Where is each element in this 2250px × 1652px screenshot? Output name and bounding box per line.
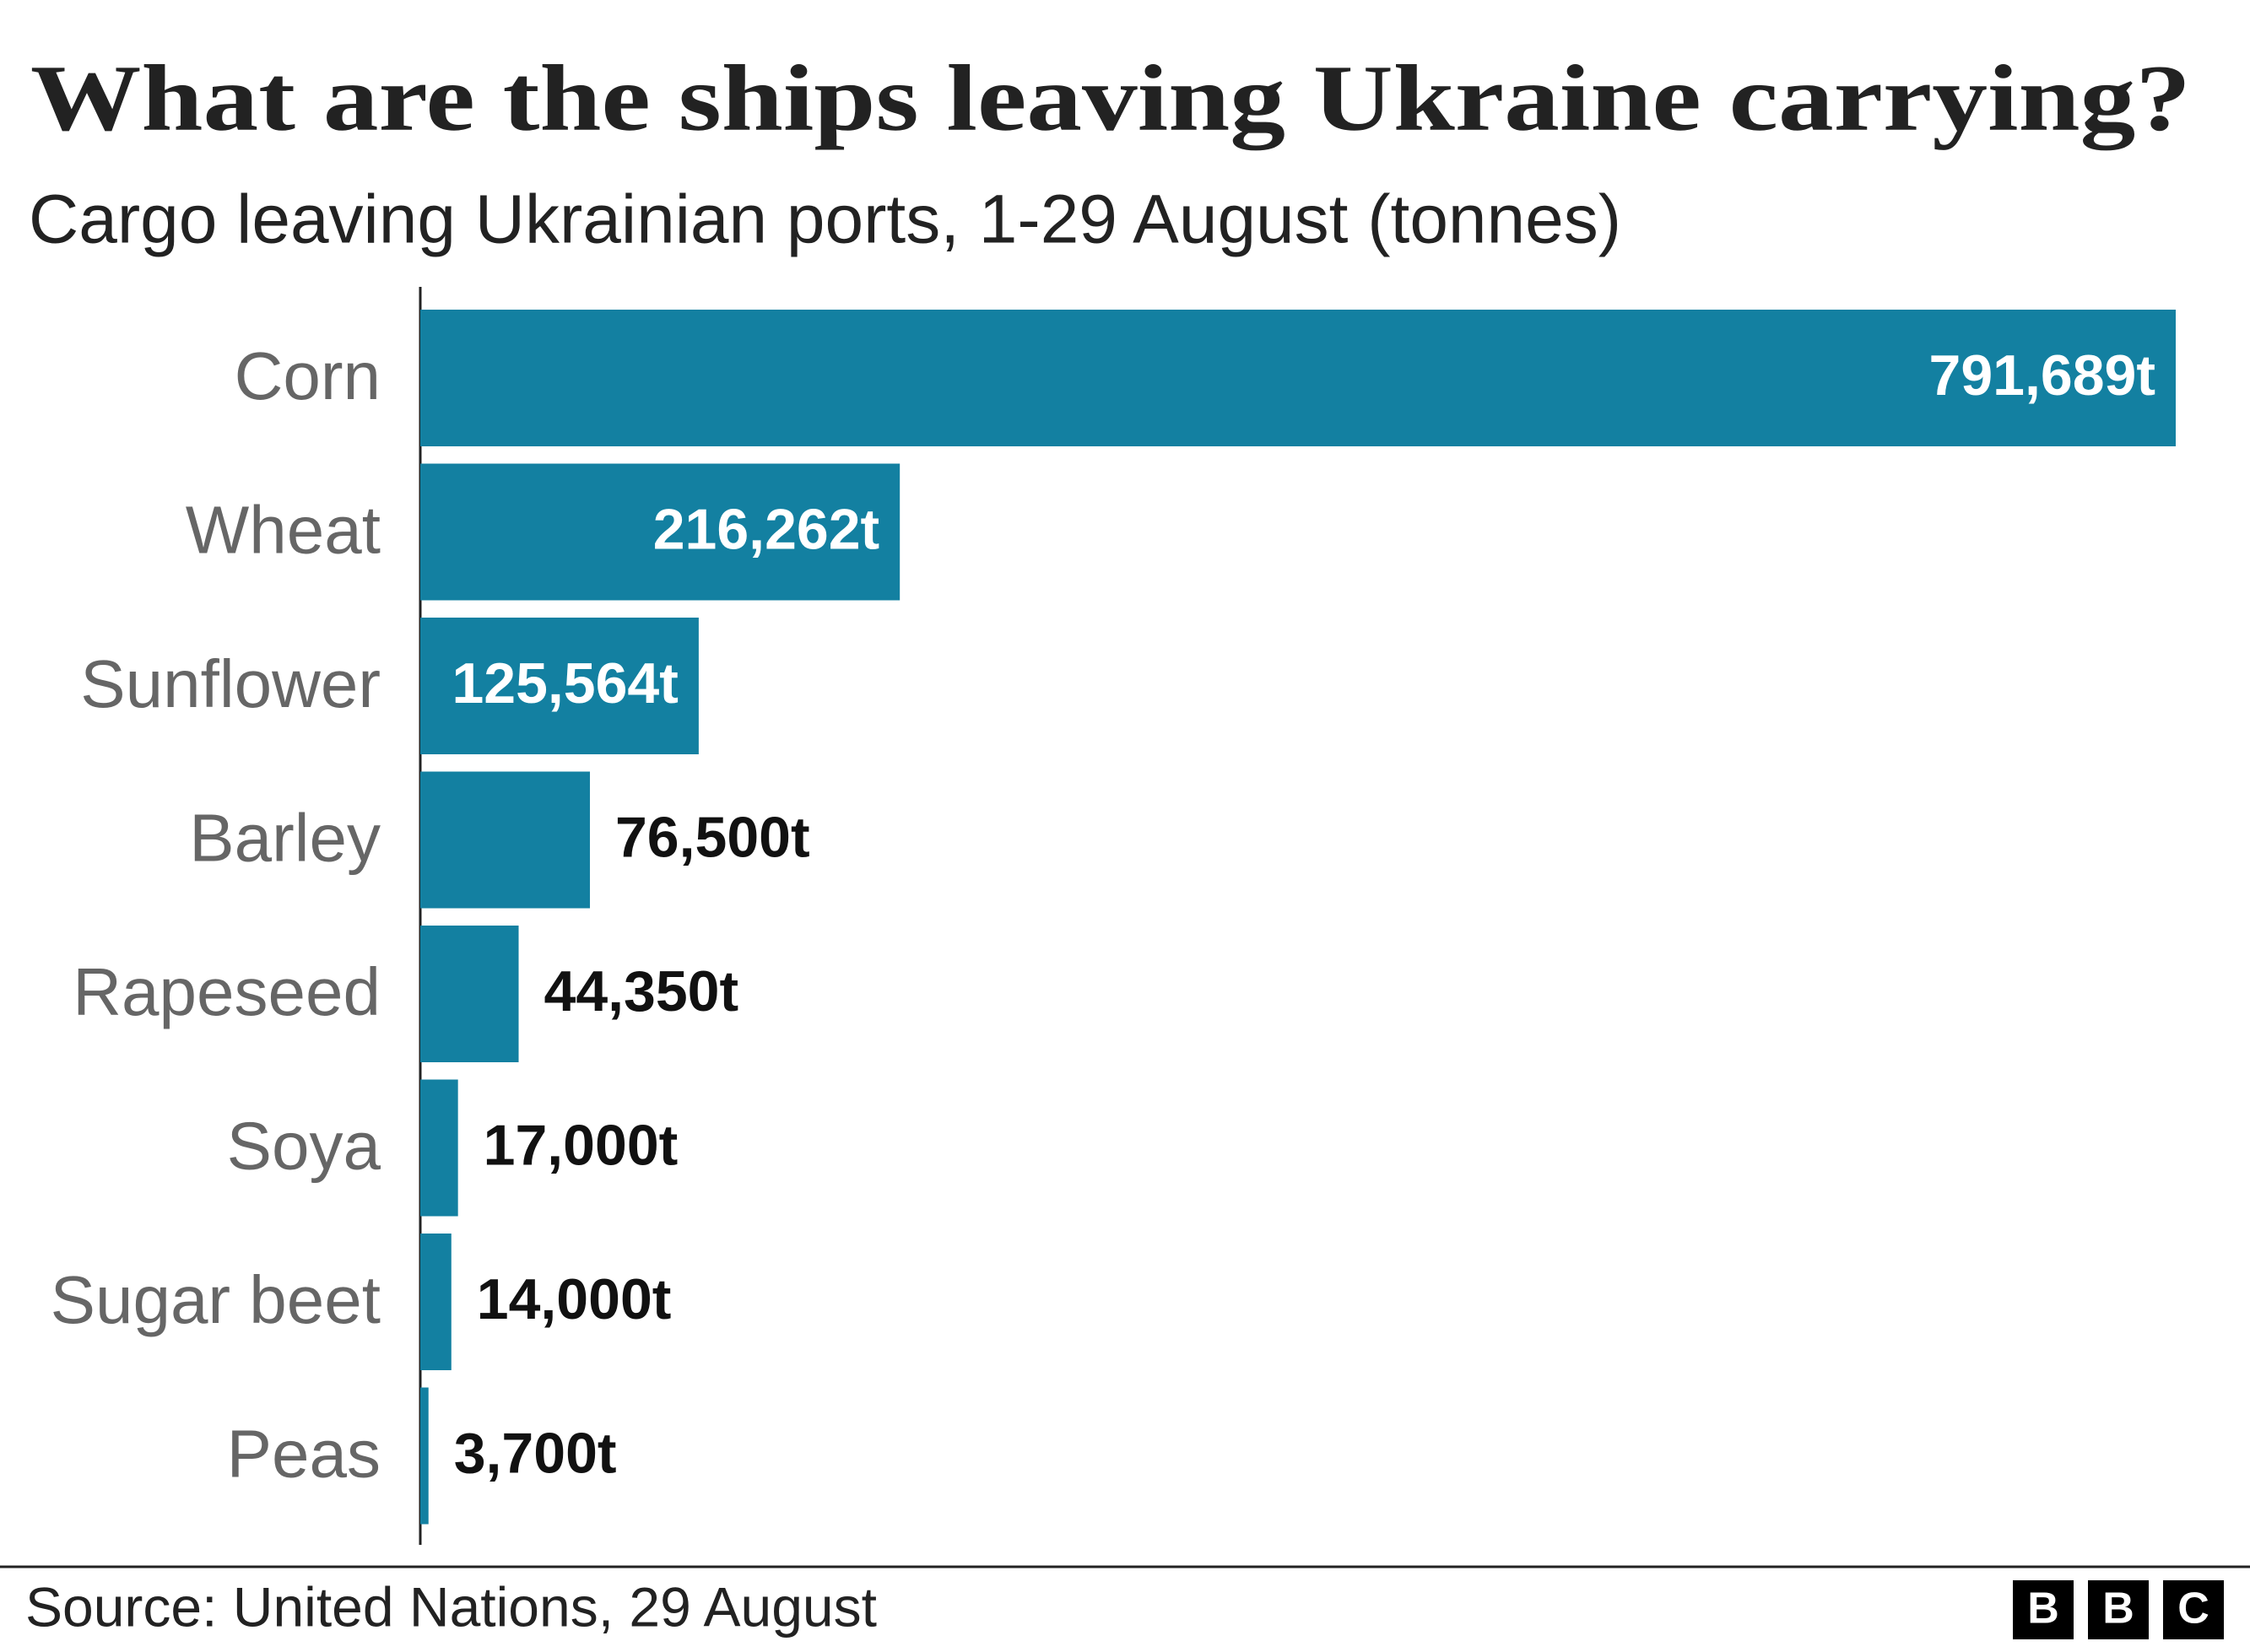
- chart-subtitle: Cargo leaving Ukrainian ports, 1-29 Augu…: [29, 181, 1621, 258]
- category-label: Soya: [227, 1109, 381, 1184]
- category-label: Corn: [235, 338, 381, 413]
- logo-box: [2088, 1580, 2149, 1639]
- bar: [420, 1387, 429, 1525]
- category-label: Peas: [227, 1417, 381, 1492]
- bar: [420, 771, 590, 909]
- logo-box: [2163, 1580, 2224, 1639]
- value-label: 3,700t: [454, 1421, 617, 1485]
- value-label: 76,500t: [615, 805, 810, 869]
- source-note: Source: United Nations, 29 August: [25, 1575, 877, 1638]
- chart-title: What are the ships leaving Ukraine carry…: [30, 46, 2191, 151]
- logo-letter: B: [2027, 1585, 2059, 1633]
- bar: [420, 463, 901, 601]
- value-label: 125,564t: [452, 651, 678, 715]
- logo-letter: C: [2177, 1585, 2209, 1633]
- value-label: 14,000t: [477, 1267, 672, 1331]
- category-label: Barley: [189, 801, 381, 876]
- bar: [420, 1234, 452, 1370]
- bar: [420, 310, 2176, 446]
- value-label: 791,689t: [1929, 343, 2155, 408]
- category-label: Sunflower: [80, 646, 381, 721]
- category-label: Rapeseed: [73, 954, 381, 1029]
- bar: [420, 618, 699, 754]
- category-label: Wheat: [186, 493, 381, 568]
- value-label: 44,350t: [544, 959, 739, 1023]
- category-label: Sugar beet: [51, 1262, 381, 1337]
- bar: [420, 926, 519, 1062]
- value-label: 216,262t: [653, 497, 879, 561]
- bar: [420, 1079, 458, 1217]
- logo-letter: B: [2102, 1585, 2134, 1633]
- logo-box: [2013, 1580, 2074, 1639]
- value-label: 17,000t: [484, 1113, 679, 1177]
